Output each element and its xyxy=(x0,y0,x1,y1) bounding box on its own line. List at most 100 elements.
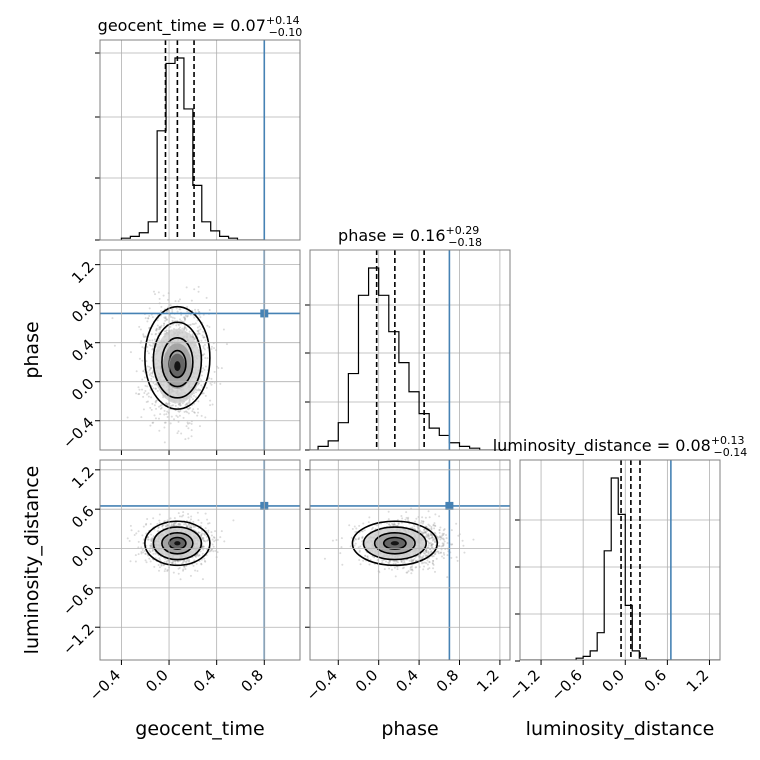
sample-731 xyxy=(463,551,466,554)
hist-bin-geocent_time-7 xyxy=(184,109,193,240)
sample-713 xyxy=(207,522,210,525)
sample-1381 xyxy=(406,571,409,574)
sample-931 xyxy=(145,360,148,363)
sample-549 xyxy=(357,546,360,549)
sample-809 xyxy=(341,563,344,566)
sample-1043 xyxy=(177,324,180,327)
sample-840 xyxy=(430,533,433,536)
sample-1277 xyxy=(184,404,187,407)
sample-1195 xyxy=(147,395,150,398)
sample-1075 xyxy=(163,570,166,573)
title-prefix: geocent_time = xyxy=(98,16,231,36)
sample-875 xyxy=(165,525,168,528)
sample-1281 xyxy=(421,516,424,519)
sample-1115 xyxy=(440,551,443,554)
sample-172 xyxy=(150,546,153,549)
sample-31 xyxy=(462,544,465,547)
sample-1387 xyxy=(405,511,408,514)
sample-547 xyxy=(441,555,444,558)
sample-1372 xyxy=(410,572,413,575)
sample-1200 xyxy=(142,408,145,411)
sample-386 xyxy=(144,552,147,555)
sample-1216 xyxy=(220,367,223,370)
sample-668 xyxy=(421,556,424,559)
sample-1029 xyxy=(358,536,361,539)
sample-1111 xyxy=(192,394,195,397)
sample-271 xyxy=(175,524,178,527)
title-value: 0.08 xyxy=(675,436,711,455)
sample-778 xyxy=(186,559,189,562)
sample-846 xyxy=(423,552,426,555)
sample-22 xyxy=(157,527,160,530)
sample-961 xyxy=(142,541,145,544)
sample-244 xyxy=(431,562,434,565)
sample-709 xyxy=(438,528,441,531)
hist-bin-geocent_time-10 xyxy=(211,231,220,240)
sample-1379 xyxy=(367,557,370,560)
sample-762 xyxy=(177,409,180,412)
sample-154 xyxy=(429,534,432,537)
sample-331 xyxy=(410,559,413,562)
density-level-3 xyxy=(390,541,399,546)
sample-1089 xyxy=(178,298,181,301)
sample-492 xyxy=(198,389,201,392)
xtick-label-geocent_time-3: 0.8 xyxy=(238,666,268,696)
sample-714 xyxy=(431,562,434,565)
hist-bin-phase-14 xyxy=(449,443,459,450)
sample-116 xyxy=(202,538,205,541)
sample-1266 xyxy=(158,429,161,432)
sample-250 xyxy=(164,568,167,571)
sample-737 xyxy=(177,420,180,423)
sample-405 xyxy=(185,561,188,564)
sample-201 xyxy=(430,533,433,536)
sample-884 xyxy=(416,529,419,532)
hist-bin-luminosity_distance-16 xyxy=(632,651,639,660)
sample-1171 xyxy=(138,357,141,360)
sample-981 xyxy=(148,365,151,368)
sample-1096 xyxy=(450,543,453,546)
sample-1338 xyxy=(362,559,365,562)
sample-118 xyxy=(436,550,439,553)
sample-702 xyxy=(193,411,196,414)
sample-1310 xyxy=(170,523,173,526)
sample-1194 xyxy=(187,437,190,440)
sample-387 xyxy=(153,565,156,568)
sample-270 xyxy=(405,516,408,519)
sample-48 xyxy=(339,552,342,555)
sample-532 xyxy=(472,538,475,541)
sample-507 xyxy=(151,316,154,319)
sample-888 xyxy=(181,561,184,564)
xtick-label-phase-4: 1.2 xyxy=(473,666,503,696)
sample-350 xyxy=(428,561,431,564)
sample-1349 xyxy=(424,549,427,552)
sample-1357 xyxy=(153,404,156,407)
sample-488 xyxy=(184,523,187,526)
sample-189 xyxy=(201,370,204,373)
sample-965 xyxy=(438,536,441,539)
sample-296 xyxy=(196,326,199,329)
sample-1143 xyxy=(201,578,204,581)
sample-1005 xyxy=(151,538,154,541)
sample-447 xyxy=(151,537,154,540)
sample-153 xyxy=(409,568,412,571)
sample-1068 xyxy=(159,310,162,313)
ytick-label-phase-4: 1.2 xyxy=(68,258,98,288)
sample-64 xyxy=(186,314,189,317)
sample-1396 xyxy=(188,401,191,404)
sample-290 xyxy=(170,404,173,407)
sample-45 xyxy=(407,570,410,573)
sample-1284 xyxy=(193,337,196,340)
sample-279 xyxy=(214,530,217,533)
sample-234 xyxy=(358,550,361,553)
sample-721 xyxy=(433,537,436,540)
sample-142 xyxy=(151,402,154,405)
sample-150 xyxy=(138,325,141,328)
sample-1338 xyxy=(202,367,205,370)
sample-724 xyxy=(162,564,165,567)
sample-530 xyxy=(154,387,157,390)
sample-1327 xyxy=(150,542,153,545)
sample-781 xyxy=(163,441,166,444)
sample-1318 xyxy=(422,520,425,523)
ytick-label-luminosity_distance-1: −0.6 xyxy=(59,581,97,619)
sample-475 xyxy=(150,539,153,542)
